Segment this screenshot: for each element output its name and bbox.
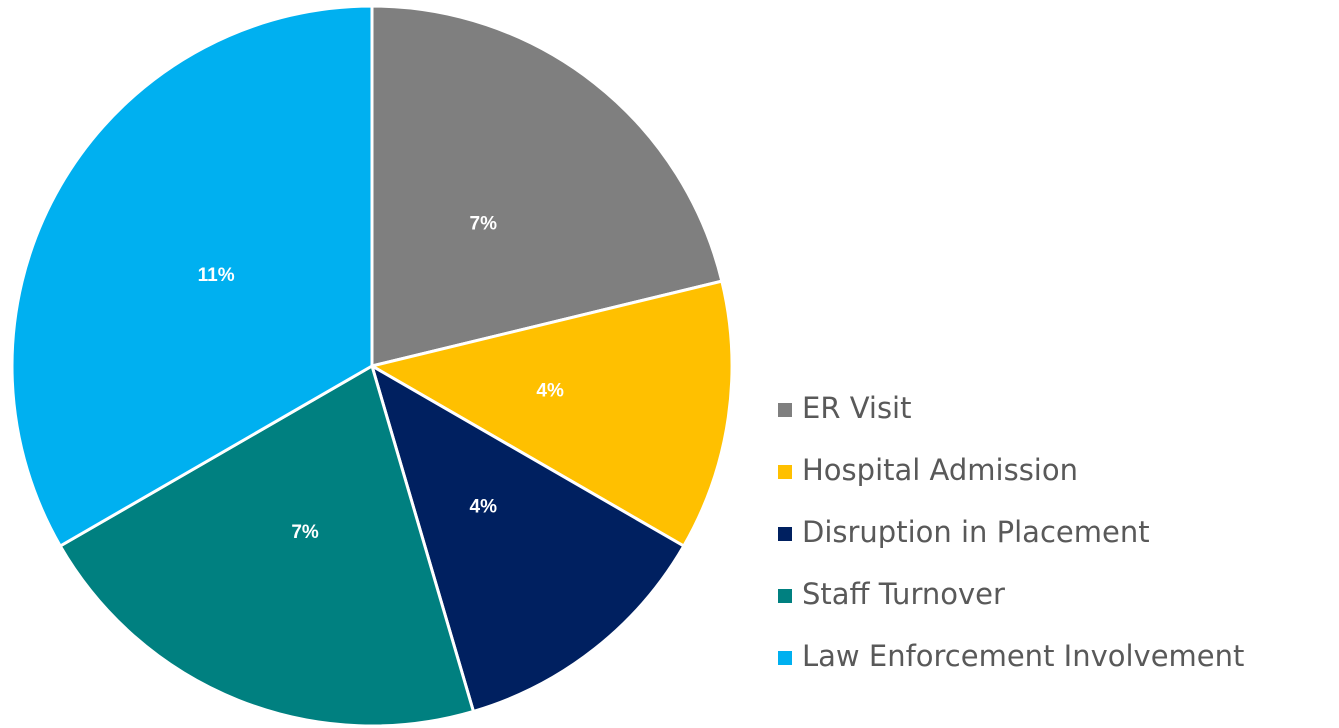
legend-label: Disruption in Placement <box>802 515 1150 549</box>
data-label: 4% <box>536 381 564 402</box>
pie-slice <box>370 4 724 368</box>
legend-swatch <box>778 527 792 541</box>
legend-swatch <box>778 403 792 417</box>
legend-label: Staff Turnover <box>802 577 1005 611</box>
pie-slice <box>369 362 686 714</box>
pie-slice <box>368 279 734 549</box>
data-label: 11% <box>198 265 235 286</box>
pie-slice <box>10 4 374 549</box>
data-label: 4% <box>470 497 498 518</box>
data-label: 7% <box>291 522 319 543</box>
legend-label: ER Visit <box>802 391 912 425</box>
data-label: 7% <box>470 214 498 235</box>
legend-swatch <box>778 589 792 603</box>
pie-slice <box>58 363 476 728</box>
legend-swatch <box>778 651 792 665</box>
legend-label: Law Enforcement Involvement <box>802 639 1244 673</box>
legend-label: Hospital Admission <box>802 453 1078 487</box>
legend-swatch <box>778 465 792 479</box>
